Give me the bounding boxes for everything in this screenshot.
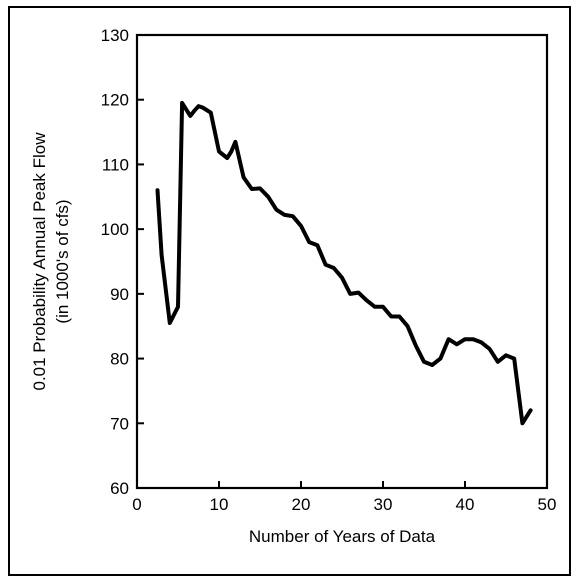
x-tick-label: 10: [210, 495, 229, 514]
x-axis-title: Number of Years of Data: [249, 527, 436, 546]
y-tick-label: 70: [110, 414, 129, 433]
y-tick-label: 90: [110, 285, 129, 304]
x-tick-label: 30: [374, 495, 393, 514]
y-axis-title-line1: 0.01 Probability Annual Peak Flow: [30, 132, 49, 391]
y-tick-label: 80: [110, 350, 129, 369]
plot-area: [135, 33, 549, 490]
x-tick-label: 20: [292, 495, 311, 514]
series-line: [155, 100, 533, 426]
y-tick-label: 130: [101, 26, 129, 45]
x-tick-label: 50: [538, 495, 557, 514]
y-axis-title-line2: (in 1000's of cfs): [53, 199, 72, 323]
y-tick-label: 100: [101, 220, 129, 239]
y-tick-label: 110: [102, 155, 129, 174]
x-tick-label: 0: [132, 495, 141, 514]
chart-frame: [8, 6, 571, 576]
x-tick-label: 40: [456, 495, 475, 514]
y-tick-label: 120: [101, 91, 129, 110]
y-tick-label: 60: [110, 479, 129, 498]
